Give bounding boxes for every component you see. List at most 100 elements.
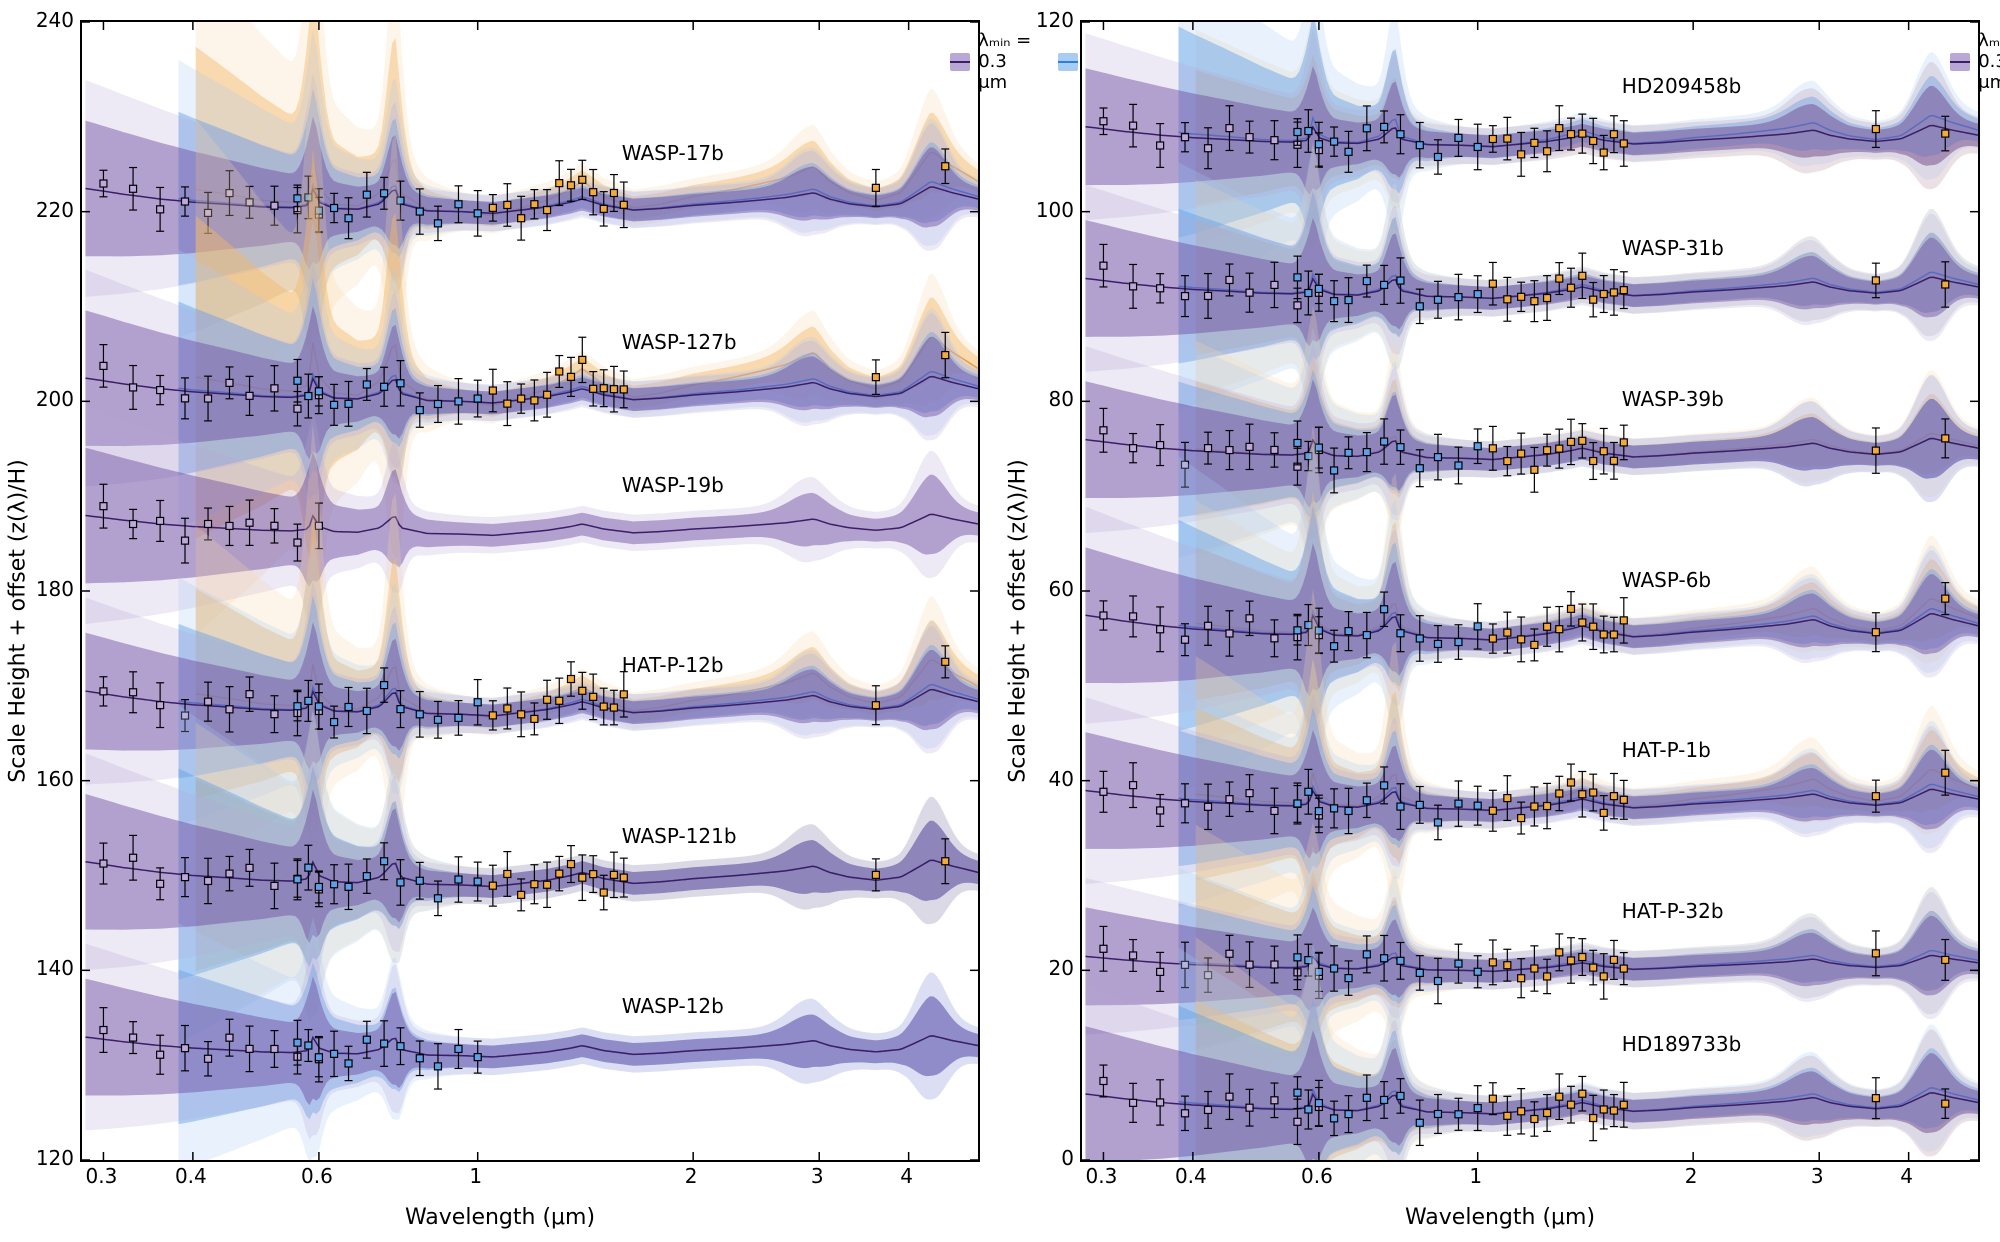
data-marker-blue	[1455, 1111, 1462, 1118]
ylabel-right: Scale Height + offset (z(λ)/H)	[1006, 459, 1031, 782]
data-marker-orange	[1544, 148, 1551, 155]
data-marker-purple	[1294, 1118, 1301, 1125]
data-marker-blue	[294, 1039, 301, 1046]
data-marker-purple	[205, 698, 212, 705]
data-marker-purple	[1226, 796, 1233, 803]
data-marker-blue	[1455, 294, 1462, 301]
data-marker-purple	[1100, 427, 1107, 434]
data-marker-blue	[331, 719, 338, 726]
data-marker-orange	[610, 871, 617, 878]
data-marker-purple	[1246, 790, 1253, 797]
data-marker-orange	[1518, 1108, 1525, 1115]
data-marker-blue	[1416, 969, 1423, 976]
data-marker-blue	[1315, 1100, 1322, 1107]
data-marker-purple	[1157, 626, 1164, 633]
data-marker-purple	[182, 395, 189, 402]
data-marker-blue	[1294, 274, 1301, 281]
data-marker-blue	[1331, 467, 1338, 474]
data-marker-orange	[531, 397, 538, 404]
xtick-label: 2	[685, 1164, 698, 1188]
data-marker-orange	[1610, 956, 1617, 963]
data-marker-purple	[1130, 1099, 1137, 1106]
data-marker-purple	[130, 689, 137, 696]
data-marker-orange	[1590, 457, 1597, 464]
data-marker-orange	[590, 385, 597, 392]
data-marker-purple	[271, 202, 278, 209]
data-marker-blue	[1397, 803, 1404, 810]
data-marker-orange	[1579, 619, 1586, 626]
data-marker-orange	[489, 204, 496, 211]
data-marker-blue	[434, 1063, 441, 1070]
legend: λₘᵢₙ = 0.3 μmλₘᵢₙ = 0.6 μmλₘᵢₙ = 1.1 μm	[1944, 26, 1968, 97]
data-marker-blue	[305, 697, 312, 704]
data-marker-blue	[1363, 1094, 1370, 1101]
data-marker-purple	[1182, 293, 1189, 300]
data-marker-orange	[1579, 954, 1586, 961]
data-marker-orange	[1600, 291, 1607, 298]
data-marker-purple	[130, 521, 137, 528]
data-marker-purple	[205, 395, 212, 402]
data-marker-purple	[1100, 262, 1107, 269]
data-marker-purple	[1271, 807, 1278, 814]
data-marker-purple	[1182, 134, 1189, 141]
data-marker-purple	[157, 206, 164, 213]
data-marker-orange	[579, 874, 586, 881]
data-marker-blue	[1455, 134, 1462, 141]
data-marker-orange	[1872, 629, 1879, 636]
series-label: WASP-31b	[1622, 236, 1724, 260]
data-marker-blue	[1381, 281, 1388, 288]
data-marker-orange	[1556, 626, 1563, 633]
data-marker-orange	[1942, 595, 1949, 602]
data-marker-blue	[1397, 1092, 1404, 1099]
data-marker-blue	[434, 220, 441, 227]
data-marker-orange	[1531, 139, 1538, 146]
data-marker-blue	[416, 1055, 423, 1062]
data-marker-blue	[474, 1054, 481, 1061]
data-marker-blue	[1305, 289, 1312, 296]
data-marker-blue	[1434, 640, 1441, 647]
ytick-label: 20	[1049, 956, 1074, 980]
data-marker-orange	[1544, 1109, 1551, 1116]
data-marker-blue	[416, 208, 423, 215]
data-marker-purple	[205, 877, 212, 884]
data-marker-orange	[556, 180, 563, 187]
ytick-label: 180	[36, 577, 74, 601]
data-marker-orange	[504, 870, 511, 877]
data-marker-blue	[1345, 628, 1352, 635]
data-marker-purple	[226, 870, 233, 877]
data-marker-blue	[1455, 960, 1462, 967]
data-marker-blue	[331, 401, 338, 408]
data-marker-purple	[1205, 445, 1212, 452]
data-marker-blue	[397, 879, 404, 886]
ytick-label: 120	[36, 1146, 74, 1170]
data-marker-blue	[381, 858, 388, 865]
data-marker-purple	[130, 854, 137, 861]
data-marker-orange	[1518, 815, 1525, 822]
data-marker-purple	[100, 688, 107, 695]
data-marker-orange	[1872, 1095, 1879, 1102]
data-marker-orange	[1620, 439, 1627, 446]
data-marker-orange	[872, 871, 879, 878]
plot-svg	[1082, 22, 1978, 1160]
data-marker-orange	[1579, 130, 1586, 137]
data-marker-orange	[942, 352, 949, 359]
ytick-label: 160	[36, 767, 74, 791]
legend: λₘᵢₙ = 0.3 μmλₘᵢₙ = 0.6 μmλₘᵢₙ = 1.1 μm	[944, 26, 968, 97]
data-marker-blue	[1294, 1089, 1301, 1096]
data-marker-blue	[331, 881, 338, 888]
data-marker-purple	[100, 503, 107, 510]
data-marker-orange	[600, 205, 607, 212]
data-marker-orange	[1567, 957, 1574, 964]
series-label: WASP-127b	[622, 330, 737, 354]
data-marker-orange	[1531, 1115, 1538, 1122]
data-marker-purple	[157, 880, 164, 887]
xtick-label: 4	[1900, 1164, 1913, 1188]
data-marker-orange	[600, 385, 607, 392]
data-marker-orange	[489, 882, 496, 889]
data-marker-purple	[1205, 622, 1212, 629]
data-marker-orange	[489, 387, 496, 394]
data-marker-blue	[1381, 606, 1388, 613]
data-marker-blue	[1381, 1096, 1388, 1103]
data-marker-blue	[455, 398, 462, 405]
ytick-label: 40	[1049, 767, 1074, 791]
